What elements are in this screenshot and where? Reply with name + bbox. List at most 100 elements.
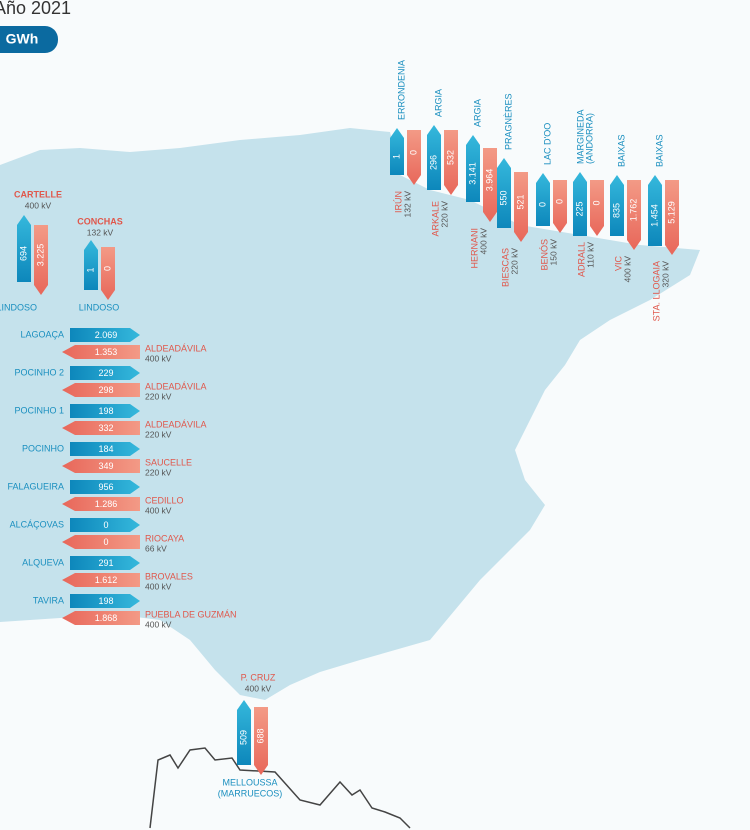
spain-station: VIC	[613, 256, 623, 272]
voltage: 400 kV	[145, 581, 172, 591]
voltage: 400 kV	[145, 353, 172, 363]
blue-value: 694	[18, 246, 28, 261]
orange-value: 0	[102, 266, 112, 271]
border-station: BAIXAS	[654, 134, 664, 167]
spain-station: BROVALES	[145, 571, 193, 581]
border-station: TAVIRA	[33, 595, 64, 605]
spain-station: ALDEADÁVILA	[145, 419, 207, 429]
voltage: 220 kV	[439, 201, 449, 228]
border-station: ALQUEVA	[22, 557, 64, 567]
blue-arrow	[70, 556, 140, 570]
orange-arrow	[627, 180, 641, 250]
spain-station: ALDEADÁVILA	[145, 343, 207, 353]
voltage: 110 kV	[585, 242, 595, 268]
spain-station: BENÓS	[539, 239, 549, 271]
orange-value: 1.612	[95, 575, 118, 585]
blue-value: 1	[391, 154, 401, 159]
border-country: (ANDORRA)	[584, 113, 594, 164]
orange-value: 688	[255, 728, 265, 743]
orange-value: 1.286	[95, 499, 118, 509]
blue-value: 550	[498, 190, 508, 205]
blue-arrow	[536, 173, 550, 226]
spain-station: PUEBLA DE GUZMÁN	[145, 609, 237, 619]
border-station: ARGIA	[472, 99, 482, 127]
blue-arrow	[466, 135, 480, 202]
blue-value: 184	[98, 444, 113, 454]
voltage: 66 kV	[145, 543, 167, 553]
spain-station: STA. LLOGAIA	[651, 261, 661, 321]
blue-value: 198	[98, 406, 113, 416]
orange-arrow	[62, 611, 140, 625]
blue-arrow	[70, 366, 140, 380]
voltage: 400 kV	[478, 228, 488, 255]
orange-arrow	[62, 497, 140, 511]
blue-value: 1	[85, 267, 95, 272]
blue-arrow	[427, 125, 441, 190]
border-station: PRAGNÈRES	[503, 93, 513, 150]
border-station: LINDOSO	[0, 302, 37, 312]
blue-arrow	[237, 700, 251, 765]
orange-arrow	[62, 383, 140, 397]
voltage: 132 kV	[87, 227, 114, 237]
spain-station: CONCHAS	[77, 216, 123, 226]
blue-value: 0	[103, 520, 108, 530]
voltage: 400 kV	[622, 256, 632, 283]
blue-value: 296	[428, 155, 438, 170]
border-station: POCINHO	[22, 443, 64, 453]
orange-value: 298	[98, 385, 113, 395]
title: Año 2021	[0, 0, 71, 18]
orange-value: 532	[445, 150, 455, 165]
voltage: 220 kV	[509, 248, 519, 275]
orange-value: 0	[408, 150, 418, 155]
border-station: POCINHO 1	[14, 405, 64, 415]
blue-value: 198	[98, 596, 113, 606]
spain-station: CARTELLE	[14, 189, 62, 199]
spain-station: RIOCAYA	[145, 533, 184, 543]
spain-station: CEDILLO	[145, 495, 184, 505]
orange-value: 349	[98, 461, 113, 471]
orange-arrow	[407, 130, 421, 185]
spain-station: ARKALE	[430, 201, 440, 237]
blue-arrow	[573, 172, 587, 236]
blue-value: 291	[98, 558, 113, 568]
blue-arrow	[70, 518, 140, 532]
blue-arrow	[70, 594, 140, 608]
orange-value: 521	[515, 194, 525, 209]
border-station: MELLOUSSA	[222, 777, 277, 787]
voltage: 400 kV	[145, 619, 172, 629]
border-station: BAIXAS	[616, 134, 626, 167]
voltage: 150 kV	[548, 239, 558, 266]
border-station: ERRONDENIA	[396, 60, 406, 120]
blue-arrow	[497, 158, 511, 228]
voltage: 220 kV	[145, 391, 172, 401]
orange-arrow	[590, 180, 604, 236]
blue-arrow	[70, 328, 140, 342]
orange-arrow	[62, 535, 140, 549]
spain-station: IRÚN	[393, 191, 403, 213]
blue-value: 956	[98, 482, 113, 492]
orange-arrow	[62, 459, 140, 473]
blue-arrow	[70, 480, 140, 494]
spain-station: ADRALL	[576, 242, 586, 277]
border-station: LAC D'OO	[542, 123, 552, 165]
orange-arrow	[254, 707, 268, 775]
orange-arrow	[62, 421, 140, 435]
orange-value: 0	[554, 199, 564, 204]
blue-arrow	[84, 240, 98, 290]
orange-value: 3.225	[35, 244, 45, 267]
spain-station: P. CRUZ	[241, 672, 276, 682]
blue-value: 225	[574, 201, 584, 216]
orange-arrow	[62, 573, 140, 587]
voltage: 400 kV	[245, 683, 272, 693]
orange-arrow	[483, 148, 497, 222]
orange-value: 1.353	[95, 347, 118, 357]
border-station: FALAGUEIRA	[7, 481, 64, 491]
blue-value: 2.069	[95, 330, 118, 340]
orange-arrow	[34, 225, 48, 295]
voltage: 320 kV	[660, 261, 670, 288]
blue-value: 229	[98, 368, 113, 378]
orange-arrow	[514, 172, 528, 242]
spain-station: SAUCELLE	[145, 457, 192, 467]
orange-value: 5.129	[666, 201, 676, 224]
